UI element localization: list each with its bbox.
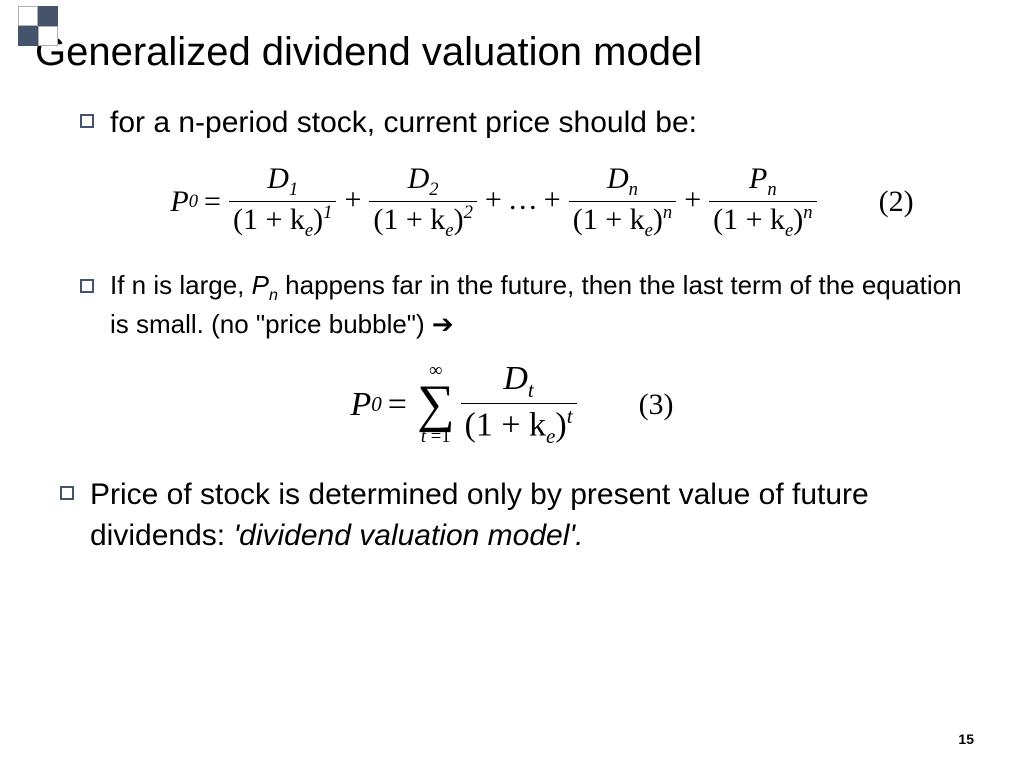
bullet-icon bbox=[80, 279, 94, 293]
bullet-item: for a n-period stock, current price shou… bbox=[80, 103, 974, 144]
frac-den-close: ) bbox=[555, 407, 566, 444]
page-number: 15 bbox=[958, 731, 974, 747]
eq-equals: = bbox=[388, 386, 407, 424]
bullet-text: for a n-period stock, current price shou… bbox=[110, 103, 697, 144]
bullet-item: If n is large, Pn happens far in the fut… bbox=[80, 268, 974, 342]
frac-num-var: D bbox=[503, 360, 528, 397]
equation-number: (3) bbox=[639, 388, 674, 422]
deco-square bbox=[38, 26, 58, 46]
equation-3: P0 = ∞ ∑ t =1 Dt (1 + ke)t (3) bbox=[50, 360, 974, 449]
fraction: D2(1 + ke)2 bbox=[369, 162, 476, 243]
eq-lhs-sub: 0 bbox=[189, 191, 198, 213]
equation-2: P0 = D1(1 + ke)1+D2(1 + ke)2+…+Dn(1 + ke… bbox=[110, 162, 974, 243]
sum-lower: t =1 bbox=[421, 428, 451, 447]
eq-inline-sub: n bbox=[269, 286, 278, 304]
eq-lhs-var: P bbox=[350, 386, 371, 424]
eq-inline-var: P bbox=[252, 270, 269, 300]
eq-lhs-var: P bbox=[170, 185, 188, 219]
bullet-text-part: If n is large, bbox=[110, 270, 252, 300]
slide-content: Generalized dividend valuation model for… bbox=[0, 0, 1024, 556]
frac-den-sup: t bbox=[567, 404, 573, 428]
fraction: Dn(1 + ke)n bbox=[569, 162, 676, 243]
eq-terms: D1(1 + ke)1+D2(1 + ke)2+…+Dn(1 + ke)n+Pn… bbox=[227, 162, 819, 243]
sigma-glyph: ∑ bbox=[417, 381, 455, 428]
eq-lhs-sub: 0 bbox=[371, 392, 382, 417]
frac-den-base: (1 + k bbox=[465, 407, 547, 444]
fraction: Pn(1 + ke)n bbox=[709, 162, 816, 243]
bullet-text: Price of stock is determined only by pre… bbox=[90, 475, 974, 556]
summation-icon: ∞ ∑ t =1 bbox=[417, 362, 455, 447]
deco-square bbox=[38, 6, 58, 26]
frac-num-sub: t bbox=[528, 378, 534, 402]
frac-den-sub: e bbox=[546, 424, 555, 448]
equation-number: (2) bbox=[879, 185, 914, 219]
bullet-icon bbox=[80, 114, 94, 128]
bullet-icon bbox=[60, 486, 74, 500]
bullet-text: If n is large, Pn happens far in the fut… bbox=[110, 268, 974, 342]
slide-title: Generalized dividend valuation model bbox=[35, 30, 974, 75]
deco-square bbox=[18, 26, 38, 46]
fraction: D1(1 + ke)1 bbox=[229, 162, 336, 243]
eq-equals: = bbox=[204, 185, 221, 219]
deco-square bbox=[18, 6, 38, 26]
bullet-item: Price of stock is determined only by pre… bbox=[60, 475, 974, 556]
fraction: Dt (1 + ke)t bbox=[461, 360, 577, 449]
bullet-text-emphasis: 'dividend valuation model'. bbox=[233, 519, 583, 552]
arrow-icon: ➔ bbox=[432, 309, 454, 339]
